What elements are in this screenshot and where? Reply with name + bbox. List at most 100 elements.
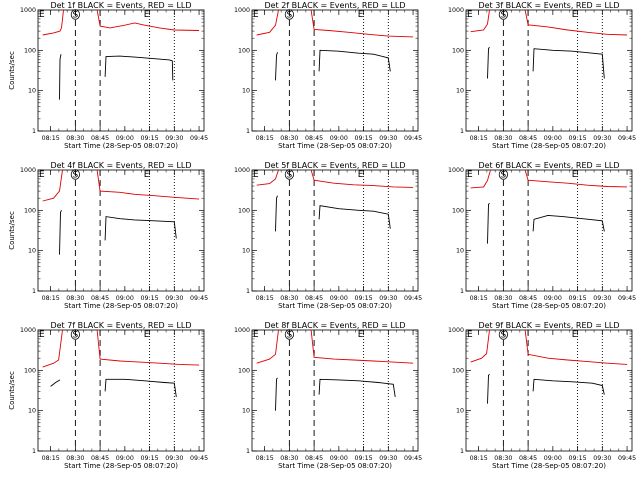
y-tick-label: 1 xyxy=(246,288,250,295)
chart-panel-6: Det 6f BLACK = Events, RED = LLD 1 10 100 10… xyxy=(448,161,636,310)
events-series-line-seg2 xyxy=(532,378,605,395)
lld-series-line-seg1 xyxy=(256,10,279,36)
x-tick-label: 08:30 xyxy=(66,295,84,302)
x-tick-label: 09:45 xyxy=(190,455,208,462)
plot-frame xyxy=(251,169,419,292)
marker-s: S xyxy=(501,171,507,181)
marker-e-left: E xyxy=(467,170,473,180)
lld-series-line-seg2 xyxy=(96,330,200,366)
x-tick-label: 09:15 xyxy=(355,135,373,142)
marker-s: S xyxy=(73,331,79,341)
y-tick-label: 10 xyxy=(242,248,250,255)
marker-e-left: E xyxy=(39,10,45,20)
x-tick-label: 09:30 xyxy=(593,455,611,462)
chart-panel-4: Det 4f BLACK = Events, RED = LLD 1 10 100 10… xyxy=(8,161,208,310)
x-axis-label: Start Time (28-Sep-05 08:07:20) xyxy=(64,462,178,470)
chart-title: Det 1f BLACK = Events, RED = LLD xyxy=(50,1,191,10)
y-tick-label: 100 xyxy=(452,207,464,214)
x-tick-label: 09:15 xyxy=(355,455,373,462)
x-tick-label: 09:45 xyxy=(618,455,636,462)
marker-s-circle xyxy=(284,329,294,340)
y-tick-label: 100 xyxy=(24,367,36,374)
y-tick-label: 10 xyxy=(456,248,464,255)
chart-panel-5: Det 5f BLACK = Events, RED = LLD 1 10 100 10… xyxy=(234,161,422,310)
x-axis-label: Start Time (28-Sep-05 08:07:20) xyxy=(492,302,606,310)
marker-s: S xyxy=(501,11,507,21)
x-axis-label: Start Time (28-Sep-05 08:07:20) xyxy=(64,142,178,150)
marker-e-left: E xyxy=(39,170,45,180)
x-tick-label: 08:15 xyxy=(42,295,60,302)
y-tick-label: 10 xyxy=(28,408,36,415)
marker-s: S xyxy=(501,331,507,341)
events-series-line-seg2 xyxy=(532,214,605,232)
y-tick-label: 1 xyxy=(32,288,36,295)
x-axis-label: Start Time (28-Sep-05 08:07:20) xyxy=(64,302,178,310)
y-tick-label: 1 xyxy=(460,448,464,455)
y-tick-label: 100 xyxy=(452,47,464,54)
events-series-line-seg2 xyxy=(104,55,174,81)
x-tick-label: 08:45 xyxy=(305,455,323,462)
x-tick-label: 09:30 xyxy=(165,135,183,142)
x-tick-label: 08:45 xyxy=(305,135,323,142)
x-tick-label: 09:45 xyxy=(404,135,422,142)
marker-s: S xyxy=(73,171,79,181)
y-tick-label: 1000 xyxy=(20,7,36,14)
lld-series-line-seg2 xyxy=(96,10,200,31)
events-series-line-seg2 xyxy=(532,48,605,79)
chart-title: Det 5f BLACK = Events, RED = LLD xyxy=(264,161,405,170)
y-tick-label: 1000 xyxy=(234,327,250,334)
y-tick-label: 10 xyxy=(456,88,464,95)
marker-e-right: E xyxy=(358,330,364,340)
lld-series-line-seg2 xyxy=(524,170,628,188)
x-tick-label: 08:15 xyxy=(470,295,488,302)
x-tick-label: 08:45 xyxy=(91,295,109,302)
plot-frame xyxy=(251,329,419,452)
y-tick-label: 1000 xyxy=(448,7,464,14)
lld-series-line-seg1 xyxy=(256,330,279,364)
x-tick-label: 09:00 xyxy=(544,295,562,302)
y-tick-label: 1000 xyxy=(448,167,464,174)
lld-series-line-seg1 xyxy=(42,170,63,202)
chart-title: Det 8f BLACK = Events, RED = LLD xyxy=(264,321,405,330)
marker-e-right: E xyxy=(572,330,578,340)
x-tick-label: 08:30 xyxy=(280,455,298,462)
chart-panel-2: Det 2f BLACK = Events, RED = LLD 1 10 100 10… xyxy=(234,1,422,150)
plot-frame xyxy=(251,9,419,132)
x-tick-label: 09:00 xyxy=(116,455,134,462)
x-tick-label: 09:15 xyxy=(141,295,159,302)
plot-frame xyxy=(465,329,633,452)
x-axis-label: Start Time (28-Sep-05 08:07:20) xyxy=(278,462,392,470)
y-tick-label: 10 xyxy=(242,88,250,95)
marker-e-left: E xyxy=(39,330,45,340)
marker-s-circle xyxy=(498,169,508,180)
y-tick-label: 10 xyxy=(242,408,250,415)
lld-series-line-seg2 xyxy=(310,330,414,364)
x-tick-label: 09:30 xyxy=(165,295,183,302)
marker-e-left: E xyxy=(253,10,259,20)
events-series-line-seg2 xyxy=(104,216,177,241)
events-series-line-seg1 xyxy=(275,195,278,232)
events-series-line-seg2 xyxy=(318,205,391,229)
y-tick-label: 1 xyxy=(32,128,36,135)
marker-s-circle xyxy=(498,329,508,340)
marker-e-right: E xyxy=(144,330,150,340)
x-tick-label: 09:15 xyxy=(569,455,587,462)
x-tick-label: 09:45 xyxy=(190,135,208,142)
y-tick-label: 10 xyxy=(28,88,36,95)
x-tick-label: 09:15 xyxy=(141,455,159,462)
chart-panel-7: Det 7f BLACK = Events, RED = LLD 1 10 100 10… xyxy=(8,321,208,470)
chart-panel-3: Det 3f BLACK = Events, RED = LLD 1 10 100 10… xyxy=(448,1,636,150)
y-tick-label: 10 xyxy=(456,408,464,415)
marker-e-left: E xyxy=(253,330,259,340)
marker-s: S xyxy=(287,171,293,181)
x-tick-label: 08:45 xyxy=(91,135,109,142)
x-tick-label: 08:15 xyxy=(256,295,274,302)
x-tick-label: 09:15 xyxy=(569,295,587,302)
lld-series-line-seg1 xyxy=(470,330,490,363)
x-tick-label: 09:30 xyxy=(379,295,397,302)
x-tick-label: 08:15 xyxy=(470,455,488,462)
marker-s-circle xyxy=(70,169,80,180)
y-tick-label: 1000 xyxy=(20,167,36,174)
x-tick-label: 09:45 xyxy=(404,455,422,462)
x-tick-label: 09:00 xyxy=(330,295,348,302)
